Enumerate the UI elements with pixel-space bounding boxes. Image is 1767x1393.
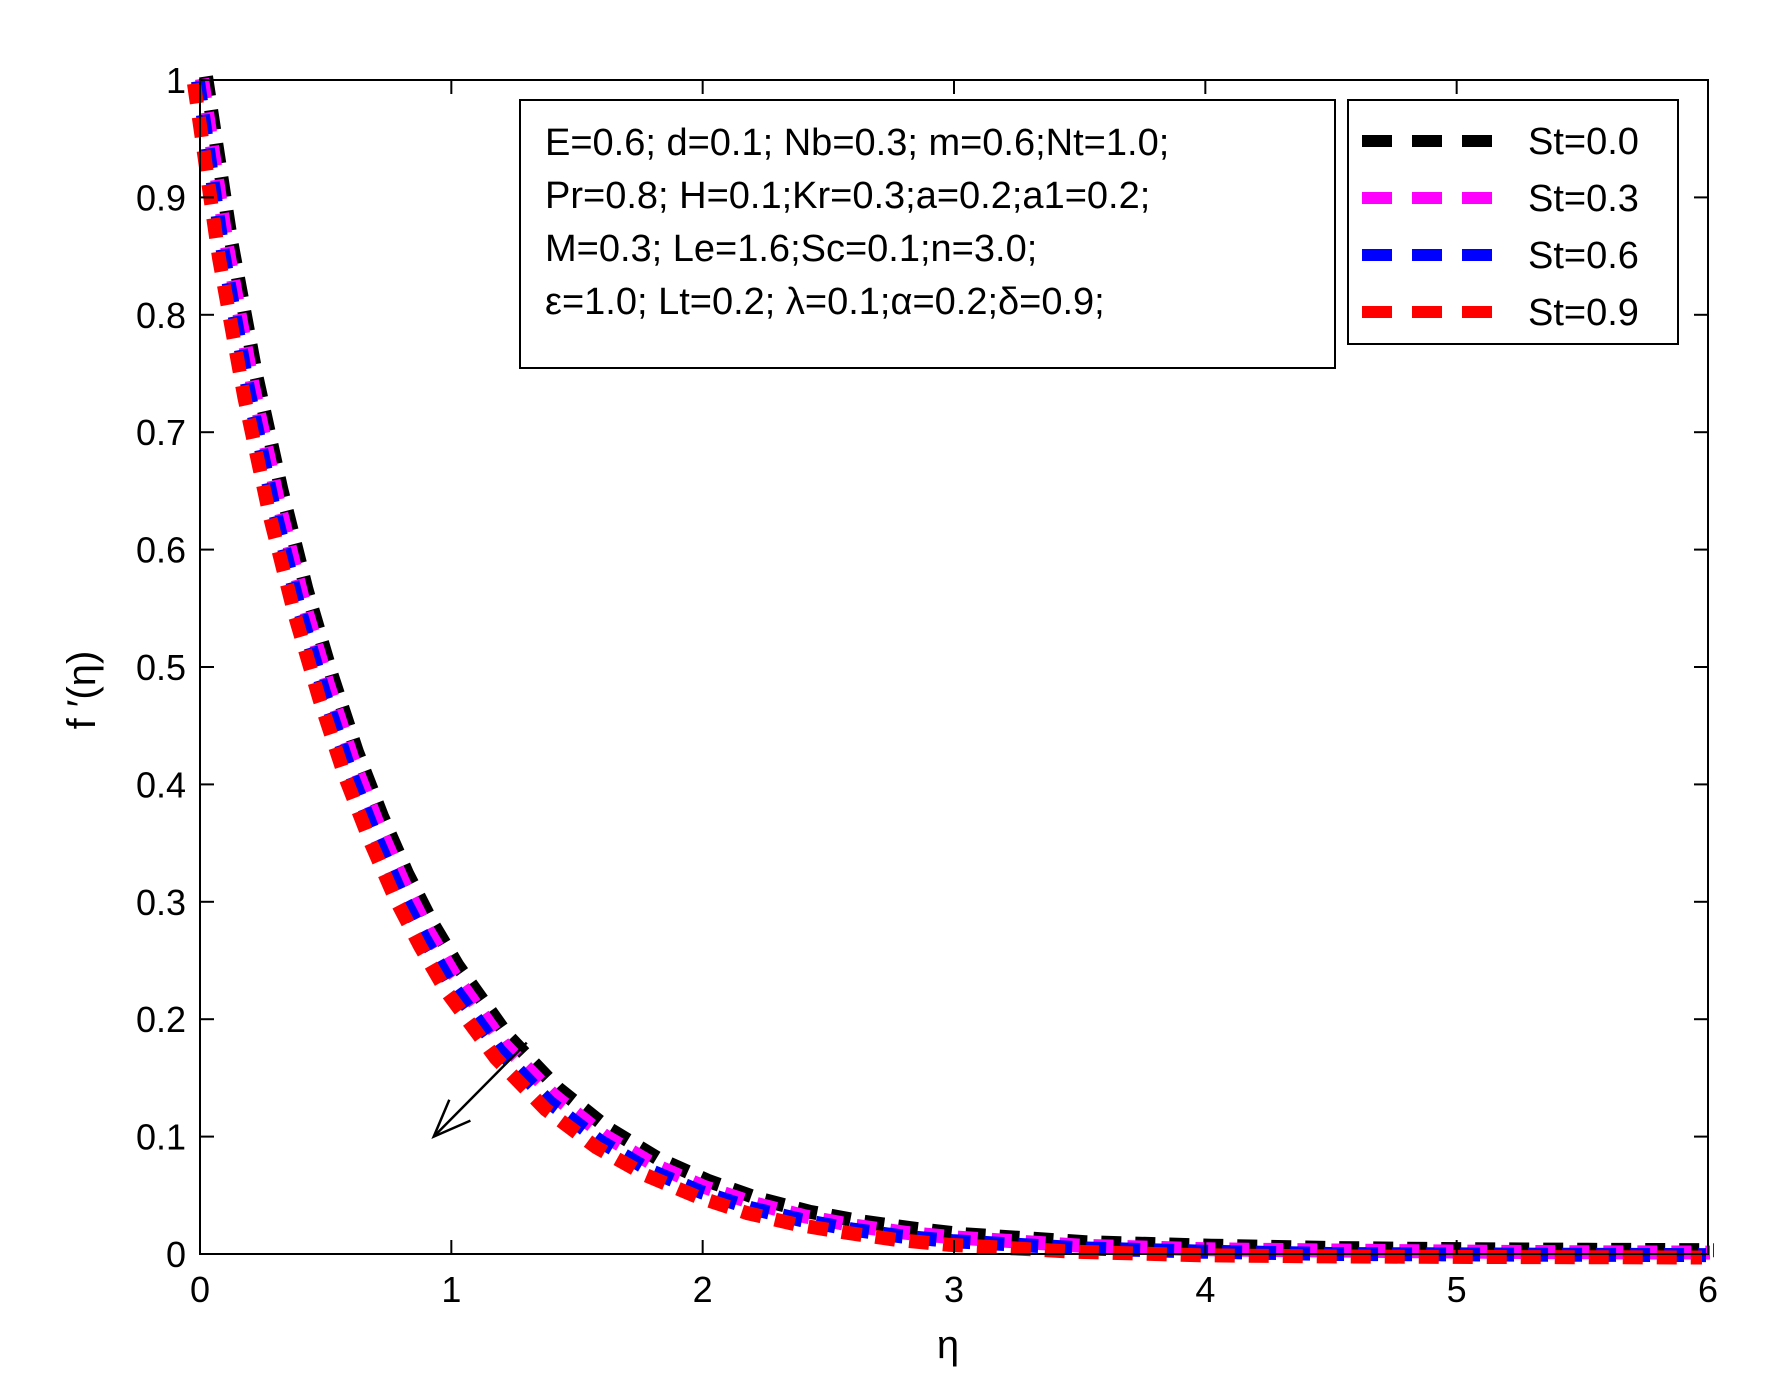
parameter-line-2: Pr=0.8; H=0.1;Kr=0.3;a=0.2;a1=0.2;: [545, 175, 1150, 217]
x-tick-label: 5: [1447, 1269, 1467, 1310]
ticks-layer: [199, 79, 1709, 1255]
arrow-shaft: [432, 1041, 528, 1138]
x-tick-label: 6: [1698, 1269, 1718, 1310]
y-tick-labels: 0 0.1 0.2 0.3 0.4 0.5 0.6 0.7 0.8 0.9 1: [136, 60, 186, 1275]
y-tick-label: 0.3: [136, 882, 186, 923]
legend: St=0.0 St=0.3 St=0.6 St=0.9: [1347, 99, 1679, 345]
x-tick-label: 3: [944, 1269, 964, 1310]
x-tick-labels: 0 1 2 3 4 5 6: [190, 1269, 1718, 1310]
y-tick-label: 0.8: [136, 295, 186, 336]
legend-label-3: St=0.9: [1528, 292, 1639, 334]
x-tick-label: 1: [441, 1269, 461, 1310]
parameters-box: E=0.6; d=0.1; Nb=0.3; m=0.6;Nt=1.0; Pr=0…: [519, 99, 1336, 369]
x-tick-label: 2: [693, 1269, 713, 1310]
legend-label-2: St=0.6: [1528, 235, 1639, 277]
y-tick-label: 1: [166, 60, 186, 101]
arrow-head: [431, 1099, 471, 1139]
parameters-box-frame: [519, 99, 1336, 369]
y-tick-label: 0.2: [136, 999, 186, 1040]
parameter-line-3: M=0.3; Le=1.6;Sc=0.1;n=3.0;: [545, 228, 1037, 270]
y-tick-label: 0.5: [136, 647, 186, 688]
arrow-annotation: [431, 1041, 528, 1139]
y-tick-label: 0.7: [136, 412, 186, 453]
legend-label-1: St=0.3: [1528, 178, 1639, 220]
y-tick-label: 0: [166, 1234, 186, 1275]
x-tick-label: 0: [190, 1269, 210, 1310]
y-tick-label: 0.9: [136, 177, 186, 218]
parameter-line-4: ε=1.0; Lt=0.2; λ=0.1;α=0.2;δ=0.9;: [545, 281, 1105, 323]
parameter-line-1: E=0.6; d=0.1; Nb=0.3; m=0.6;Nt=1.0;: [545, 122, 1169, 164]
legend-label-0: St=0.0: [1528, 121, 1639, 163]
y-tick-label: 0.4: [136, 764, 186, 805]
legend-frame: [1347, 99, 1679, 345]
y-axis-label: f ′(η): [60, 651, 104, 730]
y-tick-label: 0.1: [136, 1117, 186, 1158]
x-axis-label: η: [937, 1323, 959, 1367]
y-tick-label: 0.6: [136, 530, 186, 571]
x-tick-label: 4: [1195, 1269, 1215, 1310]
